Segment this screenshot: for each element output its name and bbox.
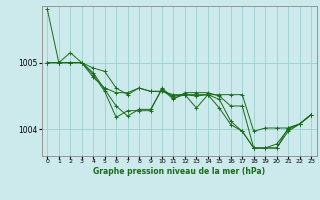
X-axis label: Graphe pression niveau de la mer (hPa): Graphe pression niveau de la mer (hPa) (93, 167, 265, 176)
